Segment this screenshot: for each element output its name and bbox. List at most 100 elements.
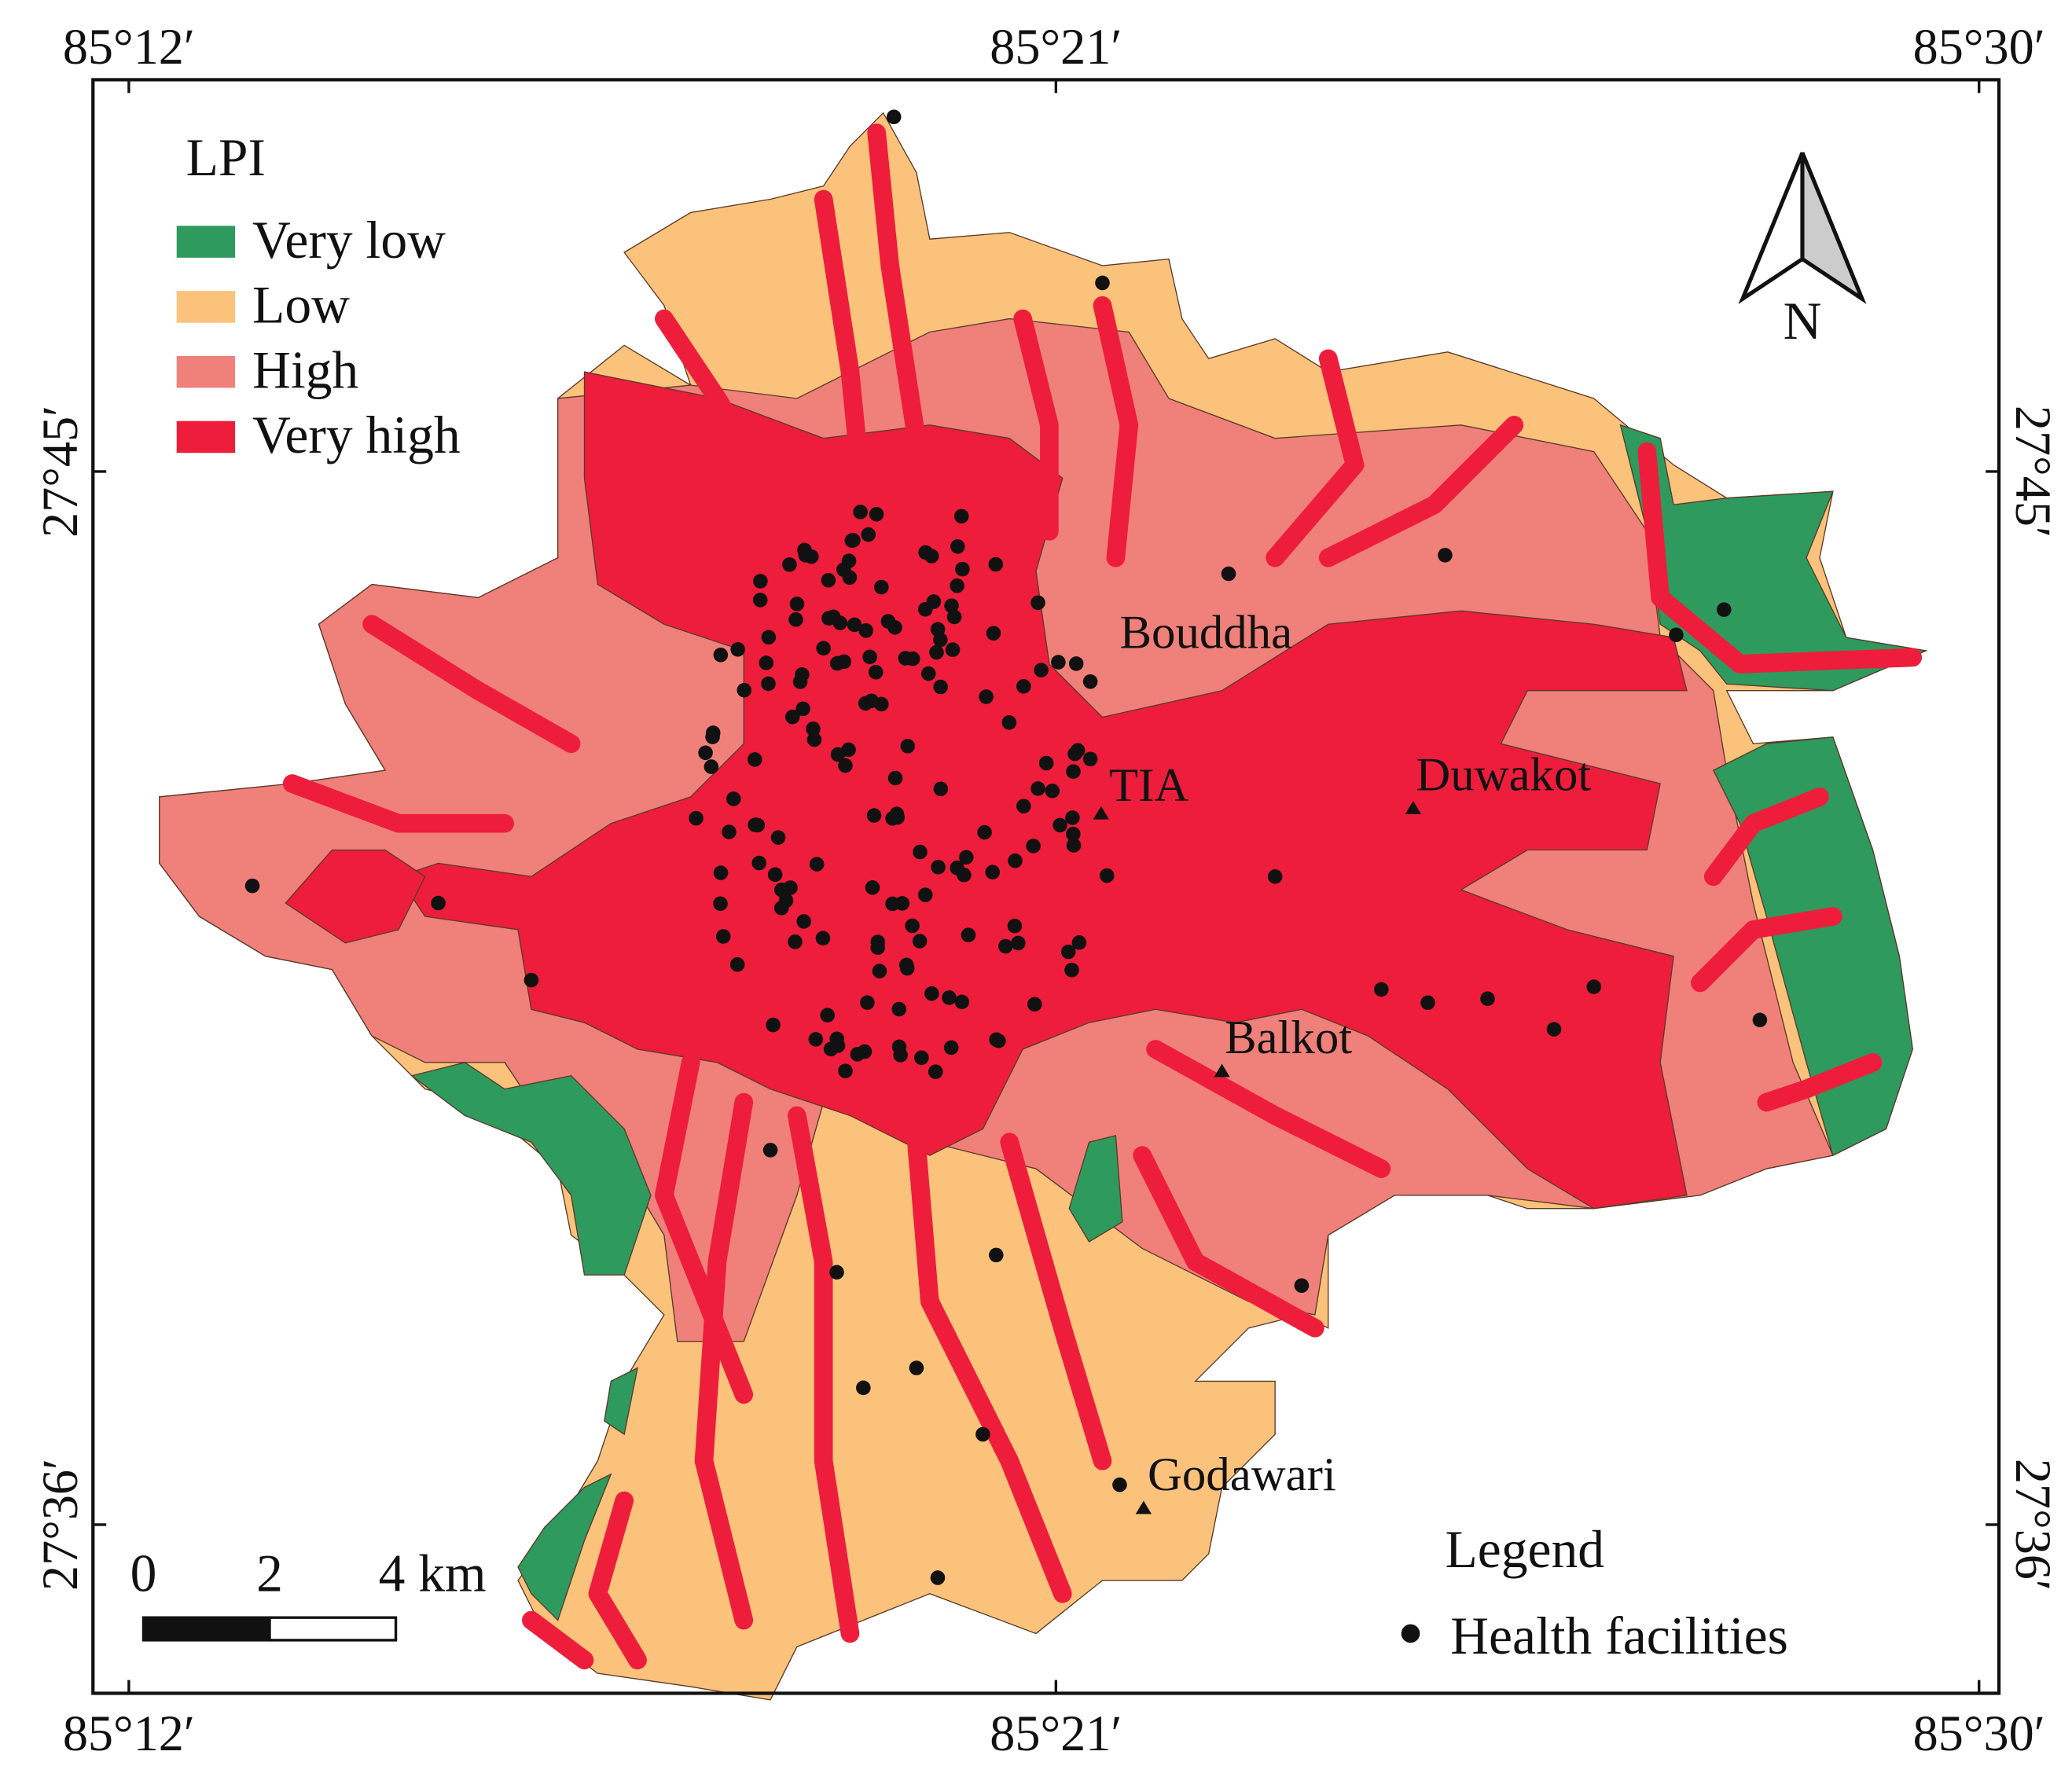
longitude-label: 85°30′ — [1913, 1705, 2045, 1761]
health-facility — [829, 1265, 844, 1280]
health-facility — [945, 642, 961, 657]
longitude-label: 85°30′ — [1913, 19, 2045, 75]
health-facility — [1011, 935, 1026, 951]
health-facility — [880, 614, 896, 629]
place-marker — [1093, 806, 1109, 820]
health-facility — [761, 630, 777, 645]
legend-swatch — [176, 420, 236, 453]
health-facility — [1030, 781, 1045, 796]
health-facility — [1099, 868, 1115, 883]
health-facility — [986, 626, 1001, 641]
health-facility — [979, 689, 994, 704]
health-facility — [991, 1034, 1006, 1048]
health-facility — [821, 611, 836, 626]
health-facility — [1669, 627, 1684, 643]
legend-label: Low — [252, 276, 350, 335]
longitude-label: 85°21′ — [990, 1705, 1122, 1761]
river — [1757, 1053, 1883, 1112]
health-facility — [770, 830, 786, 845]
health-facility — [954, 994, 970, 1010]
north-arrow-right — [1800, 152, 1867, 304]
health-facility — [1053, 817, 1067, 833]
health-facility — [841, 553, 857, 568]
river — [655, 309, 766, 475]
health-facility — [914, 1050, 929, 1066]
health-facility — [955, 561, 970, 577]
scale-segment — [141, 1616, 271, 1642]
health-facility — [858, 623, 874, 638]
health-facility — [761, 676, 776, 692]
legend-title: Legend — [1445, 1520, 1604, 1579]
health-facility — [759, 655, 774, 670]
river — [282, 774, 514, 833]
health-facility — [862, 649, 877, 665]
health-facility — [1026, 839, 1041, 854]
health-facility — [705, 725, 721, 740]
health-facility — [704, 759, 719, 774]
health-facility — [722, 824, 737, 839]
health-facility — [1221, 566, 1236, 582]
place-label: Bouddha — [1119, 607, 1292, 659]
health-facility — [921, 666, 936, 681]
health-facility — [929, 644, 944, 660]
health-facility — [870, 934, 886, 949]
health-facility — [928, 1064, 943, 1079]
health-facility — [1007, 918, 1023, 934]
place-markers — [1093, 800, 1422, 1514]
health-facility — [829, 1031, 845, 1047]
very-low-zone — [517, 1473, 612, 1621]
health-facility — [1066, 764, 1081, 779]
health-facility — [713, 865, 729, 880]
very-low-zone — [1068, 1134, 1123, 1243]
river — [362, 615, 581, 754]
latitude-label: 27°45′ — [2005, 406, 2061, 538]
very-low-zone — [1712, 736, 1913, 1157]
place-marker — [1405, 800, 1422, 814]
health-facility — [1066, 826, 1081, 842]
health-facility — [830, 747, 846, 762]
health-facility — [767, 867, 783, 883]
river — [788, 1106, 860, 1643]
health-facility — [821, 573, 836, 588]
scale-label: 4 km — [379, 1544, 487, 1603]
health-facility — [874, 579, 889, 595]
place-label: Godawari — [1148, 1448, 1336, 1501]
river — [1318, 415, 1524, 567]
legend-label: Very high — [252, 406, 461, 464]
health-facility — [806, 732, 822, 747]
health-facility — [1752, 1012, 1768, 1028]
river — [694, 1092, 754, 1630]
place-marker — [1135, 1500, 1152, 1514]
scale-bar: 0 2 4 km — [130, 1544, 487, 1642]
river — [814, 189, 873, 514]
river — [867, 123, 939, 567]
health-facility — [1038, 755, 1054, 771]
place-label: Duwakot — [1416, 748, 1591, 801]
health-facility — [866, 808, 882, 823]
river — [907, 1133, 1072, 1603]
longitude-label: 85°21′ — [990, 19, 1122, 75]
health-facility — [808, 1032, 824, 1047]
terrain — [159, 112, 1928, 1701]
health-facility — [1420, 995, 1435, 1011]
health-facility — [1374, 982, 1389, 997]
health-facility — [1294, 1278, 1310, 1294]
river-network — [282, 123, 1923, 1670]
health-facility — [912, 934, 928, 949]
health-facility — [773, 901, 789, 916]
river — [1093, 296, 1139, 567]
health-facility — [788, 934, 803, 949]
health-facility — [1071, 934, 1087, 950]
health-facility — [1546, 1022, 1562, 1037]
health-facility — [766, 1017, 781, 1033]
health-facility — [842, 570, 858, 586]
health-facility — [944, 598, 959, 614]
health-facility — [1068, 656, 1084, 671]
place-label: TIA — [1109, 759, 1188, 812]
health-facility — [868, 664, 884, 680]
legend-swatch — [176, 355, 236, 388]
health-facility — [796, 914, 811, 929]
health-facility — [816, 641, 831, 656]
health-facility — [924, 986, 939, 1001]
